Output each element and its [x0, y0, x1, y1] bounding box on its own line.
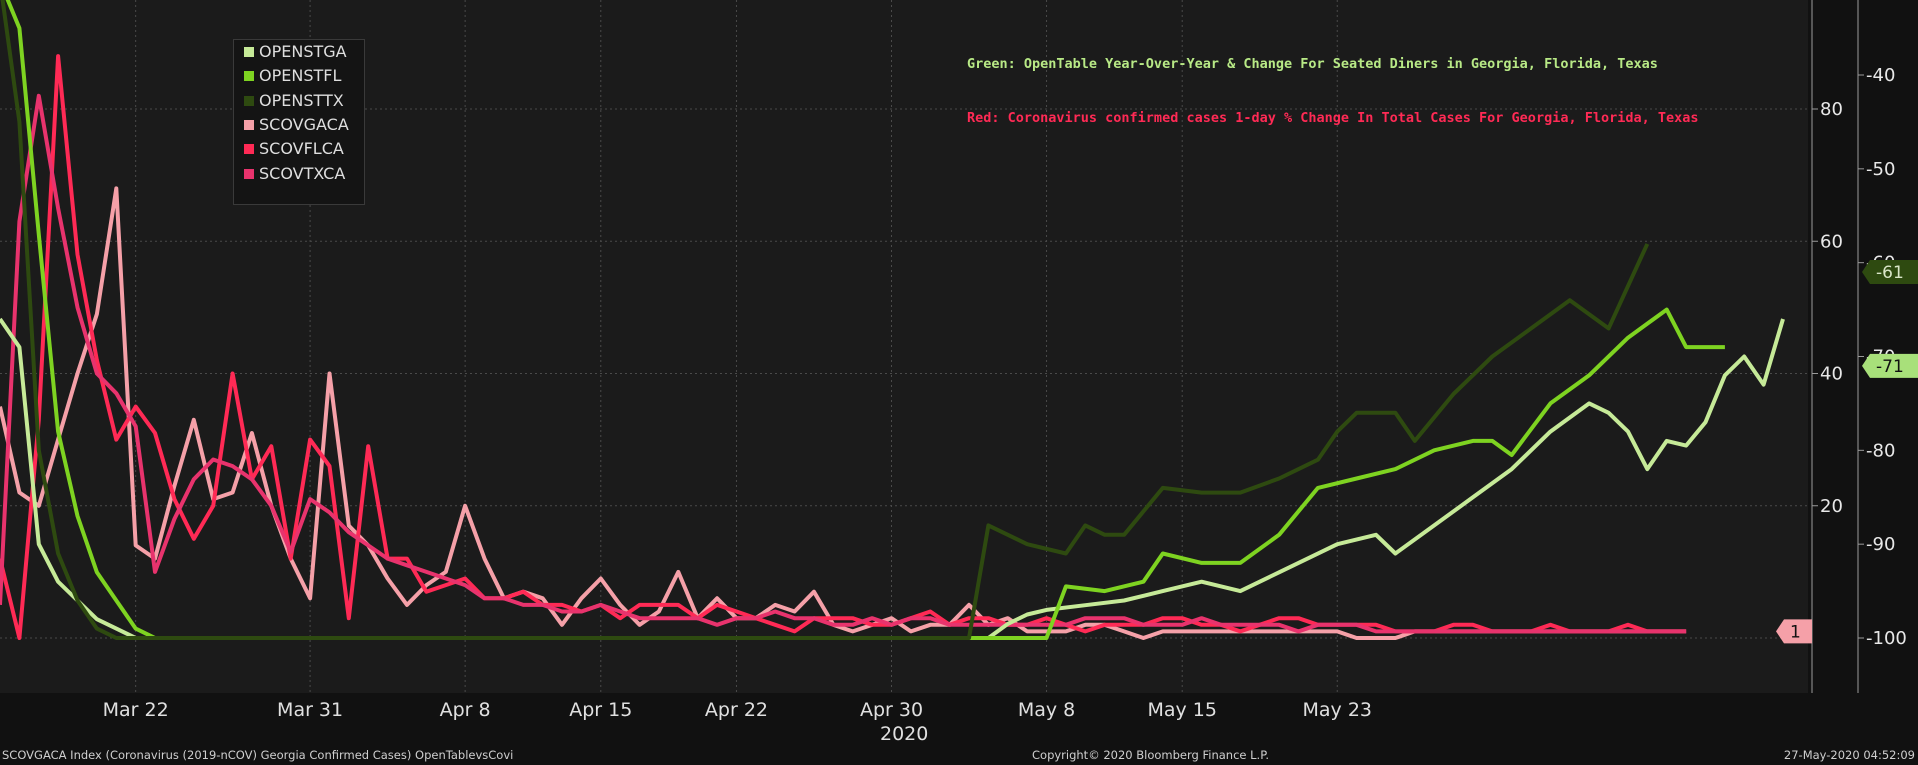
- legend-item-scovflca: SCOVFLCA: [234, 137, 364, 161]
- left-axis-label: 40: [1820, 364, 1843, 385]
- right-axis-label: -100: [1866, 628, 1907, 649]
- legend-swatch: [244, 120, 254, 131]
- end-value-badge: [1862, 353, 1918, 378]
- x-tick-label: May 8: [1018, 699, 1075, 721]
- x-tick-label: Apr 8: [440, 699, 491, 721]
- left-axis-label: 80: [1820, 99, 1843, 120]
- legend-swatch: [244, 168, 254, 179]
- left-axis-label: 60: [1820, 231, 1843, 252]
- x-tick-label: Apr 30: [860, 699, 923, 721]
- legend-label: SCOVGACA: [259, 115, 349, 135]
- legend-label: OPENSTTX: [259, 90, 344, 110]
- series-line-scovtxca: [0, 93, 1687, 634]
- legend-item-opensttx: OPENSTTX: [234, 89, 364, 113]
- footer-source: SCOVGACA Index (Coronavirus (2019-nCOV) …: [2, 748, 514, 762]
- legend-item-scovtxca: SCOVTXCA: [234, 161, 364, 185]
- legend-swatch: [244, 95, 254, 106]
- legend-swatch: [244, 47, 254, 58]
- end-value-label: -61: [1876, 263, 1904, 283]
- end-value-label: 1: [1790, 622, 1801, 642]
- x-tick-label: Mar 22: [103, 699, 169, 721]
- footer-timestamp: 27-May-2020 04:52:09: [1783, 748, 1915, 762]
- end-value-label: -71: [1876, 357, 1904, 377]
- left-axis-label: 20: [1820, 496, 1843, 517]
- legend-item-openstfl: OPENSTFL: [234, 64, 364, 88]
- annotation-red: Red: Coronavirus confirmed cases 1-day %…: [967, 110, 1699, 126]
- chart-legend: OPENSTGA OPENSTFL OPENSTTX SCOVGACA SCOV…: [233, 39, 365, 205]
- x-axis-year-label: 2020: [880, 723, 929, 745]
- right-axis-label: -50: [1866, 159, 1895, 180]
- axis-panel: [1808, 0, 1918, 693]
- right-axis-label: -40: [1866, 65, 1895, 86]
- right-axis-label: -80: [1866, 440, 1895, 461]
- legend-swatch: [244, 144, 254, 155]
- legend-label: SCOVFLCA: [259, 139, 344, 159]
- series-line-opensttx: [0, 0, 1650, 640]
- x-tick-label: May 23: [1303, 699, 1373, 721]
- x-tick-label: May 15: [1147, 699, 1217, 721]
- legend-item-scovgaca: SCOVGACA: [234, 113, 364, 137]
- end-value-badge: [1862, 260, 1918, 285]
- series-line-openstfl: [5, 0, 1725, 640]
- legend-label: OPENSTFL: [259, 66, 342, 86]
- legend-label: SCOVTXCA: [259, 163, 346, 183]
- annotation-green: Green: OpenTable Year-Over-Year & Change…: [967, 56, 1658, 72]
- x-tick-label: Mar 31: [277, 699, 343, 721]
- legend-item-openstga: OPENSTGA: [234, 40, 364, 64]
- x-tick-label: Apr 15: [569, 699, 632, 721]
- legend-label: OPENSTGA: [259, 42, 347, 62]
- x-tick-label: Apr 22: [705, 699, 768, 721]
- legend-swatch: [244, 71, 254, 82]
- footer-copyright: Copyright© 2020 Bloomberg Finance L.P.: [1032, 748, 1269, 762]
- end-value-badge: [1776, 619, 1812, 644]
- right-axis-label: -90: [1866, 534, 1895, 555]
